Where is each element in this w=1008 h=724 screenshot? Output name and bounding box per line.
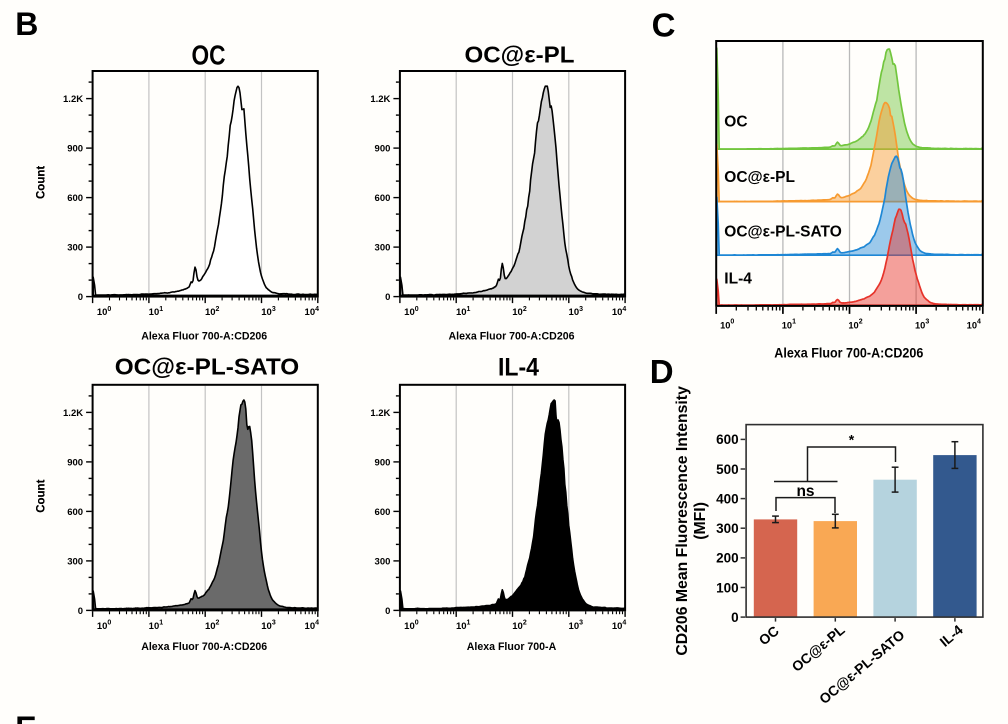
svg-text:*: * bbox=[849, 432, 855, 448]
svg-text:100: 100 bbox=[720, 319, 734, 331]
svg-text:0: 0 bbox=[78, 292, 83, 303]
svg-text:600: 600 bbox=[67, 507, 83, 518]
svg-text:OC: OC bbox=[724, 113, 747, 130]
svg-text:103: 103 bbox=[915, 319, 929, 331]
svg-text:1.2K: 1.2K bbox=[63, 94, 83, 105]
svg-text:ns: ns bbox=[796, 483, 814, 500]
svg-text:OC@ε-PL: OC@ε-PL bbox=[465, 41, 575, 67]
svg-text:C: C bbox=[652, 7, 676, 44]
svg-text:104: 104 bbox=[967, 319, 981, 331]
svg-text:1.2K: 1.2K bbox=[370, 94, 390, 105]
svg-text:E: E bbox=[15, 710, 36, 724]
svg-text:Count: Count bbox=[35, 166, 47, 199]
svg-text:100: 100 bbox=[716, 580, 739, 595]
svg-text:B: B bbox=[15, 6, 38, 42]
svg-text:102: 102 bbox=[848, 319, 862, 331]
svg-text:Alexa Fluor 700-A:CD206: Alexa Fluor 700-A:CD206 bbox=[141, 331, 267, 343]
svg-text:Alexa Fluor 700-A: Alexa Fluor 700-A bbox=[467, 641, 557, 653]
svg-text:0: 0 bbox=[385, 292, 390, 303]
svg-text:OC@ε-PL-SATO: OC@ε-PL-SATO bbox=[115, 353, 300, 379]
svg-text:1.2K: 1.2K bbox=[370, 408, 390, 419]
svg-text:101: 101 bbox=[782, 319, 796, 331]
svg-text:400: 400 bbox=[716, 491, 739, 506]
svg-text:600: 600 bbox=[375, 507, 391, 518]
svg-text:OC@ε-PL: OC@ε-PL bbox=[724, 169, 795, 186]
svg-text:300: 300 bbox=[716, 521, 739, 536]
svg-text:900: 900 bbox=[67, 144, 83, 155]
svg-text:900: 900 bbox=[375, 457, 391, 468]
svg-text:Alexa Fluor 700-A:CD206: Alexa Fluor 700-A:CD206 bbox=[774, 345, 923, 360]
svg-text:1.2K: 1.2K bbox=[63, 408, 83, 419]
svg-text:Count: Count bbox=[35, 479, 47, 512]
svg-text:Alexa Fluor 700-A:CD206: Alexa Fluor 700-A:CD206 bbox=[141, 641, 267, 653]
svg-text:IL-4: IL-4 bbox=[724, 271, 752, 288]
svg-text:200: 200 bbox=[716, 551, 739, 566]
svg-text:CD206 Mean Fluorescence Intens: CD206 Mean Fluorescence Intensity bbox=[674, 386, 691, 656]
svg-text:Alexa Fluor 700-A:CD206: Alexa Fluor 700-A:CD206 bbox=[449, 331, 575, 343]
svg-text:0: 0 bbox=[78, 606, 83, 617]
svg-text:300: 300 bbox=[67, 243, 83, 254]
svg-text:IL-4: IL-4 bbox=[498, 353, 539, 381]
svg-text:900: 900 bbox=[375, 144, 391, 155]
svg-text:0: 0 bbox=[385, 606, 390, 617]
svg-text:600: 600 bbox=[375, 193, 391, 204]
svg-text:500: 500 bbox=[716, 462, 739, 477]
svg-text:600: 600 bbox=[716, 432, 739, 447]
svg-text:OC: OC bbox=[192, 39, 226, 70]
svg-text:D: D bbox=[650, 353, 674, 390]
svg-text:300: 300 bbox=[375, 556, 391, 567]
svg-text:600: 600 bbox=[67, 193, 83, 204]
svg-text:900: 900 bbox=[67, 457, 83, 468]
svg-text:OC@ε-PL-SATO: OC@ε-PL-SATO bbox=[724, 224, 841, 241]
svg-text:Count: Count bbox=[35, 166, 47, 199]
svg-text:300: 300 bbox=[375, 243, 391, 254]
svg-text:(MFI): (MFI) bbox=[692, 502, 709, 540]
svg-text:Count: Count bbox=[35, 479, 47, 512]
svg-text:300: 300 bbox=[67, 556, 83, 567]
svg-text:0: 0 bbox=[731, 610, 739, 625]
